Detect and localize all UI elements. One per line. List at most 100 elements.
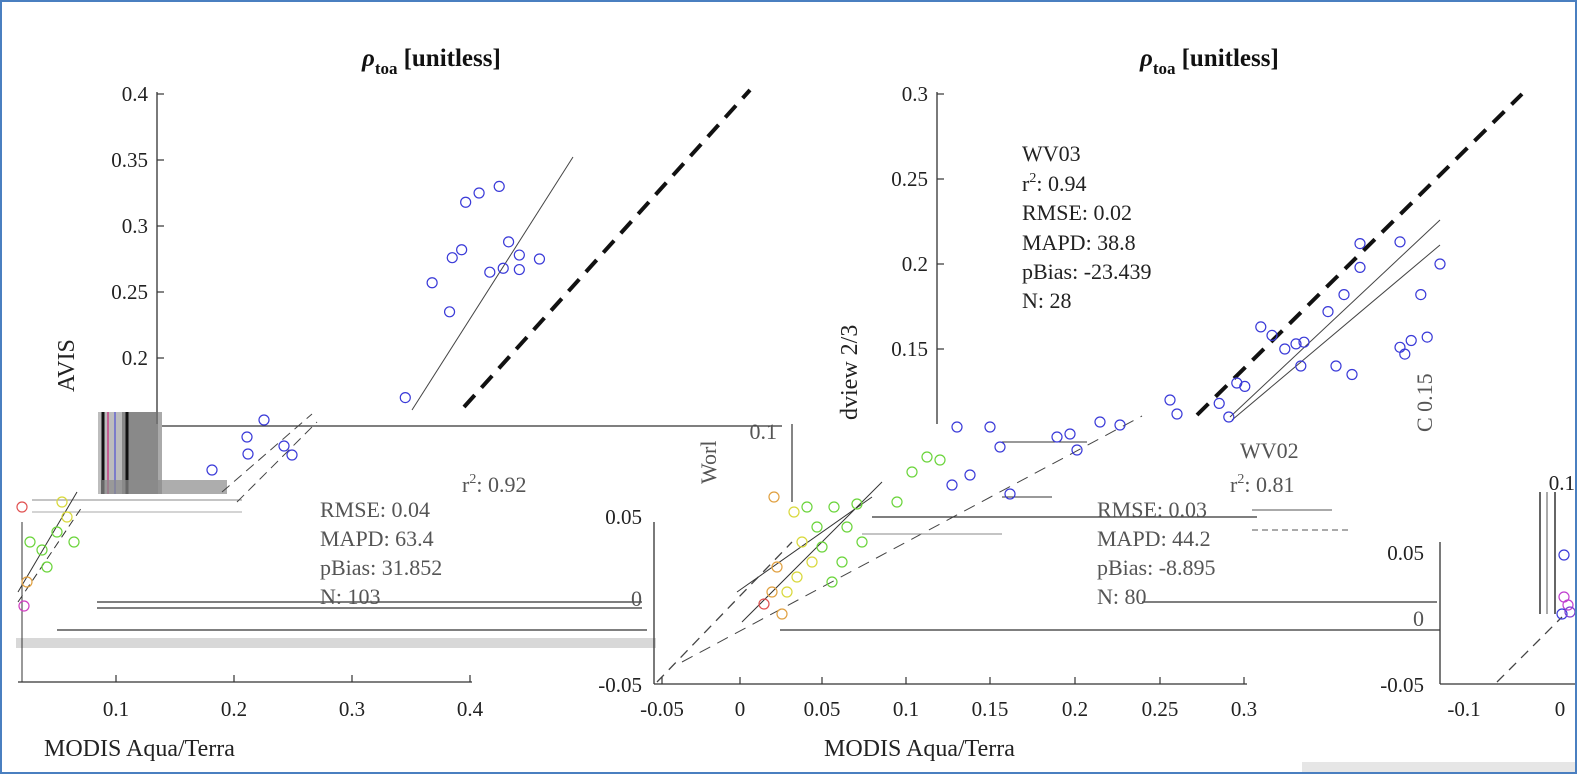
panel-left-point: [513, 263, 525, 276]
svg-text:pBias: -8.895: pBias: -8.895: [1097, 555, 1216, 580]
svg-text:r2: 0.81: r2: 0.81: [1230, 472, 1294, 497]
panel-left-stats: r2: 0.92 RMSE: 0.04 MAPD: 63.4 pBias: 31…: [320, 472, 526, 609]
panel-middle-lower-point: [776, 608, 788, 620]
panel-middle-lower-point: [1051, 431, 1063, 443]
panel-middle-y-tick-label: 0.3: [902, 82, 928, 106]
panel-right-y-tick-label: -0.05: [1380, 673, 1424, 697]
panel-middle: ρtoa [unitless] 0.30.250.20.15 dview 2/3 …: [598, 45, 1524, 762]
panel-middle-x-tick-label: 0: [735, 697, 746, 721]
panel-middle-lower-point: [934, 454, 946, 466]
svg-text:pBias: -23.439: pBias: -23.439: [1022, 259, 1152, 284]
panel-left-x-ticks: 0.1 0.2 0.3 0.4: [103, 675, 484, 721]
panel-middle-point: [1354, 238, 1366, 250]
panel-middle-lower-point: [788, 506, 800, 518]
panel-middle-title: ρtoa [unitless]: [1139, 45, 1279, 78]
panel-left-fit-line: [411, 156, 574, 411]
panel-left-y-tick-label: 0.25: [111, 280, 148, 304]
panel-middle-lower-point: [796, 536, 808, 548]
panel-left-title: ρtoa [unitless]: [361, 45, 501, 78]
svg-text:WV03: WV03: [1022, 141, 1081, 166]
panel-left-lower-point: [258, 414, 270, 426]
panel-middle-point: [1415, 289, 1427, 301]
panel-left-point: [399, 392, 411, 404]
panel-left-points: [399, 180, 546, 404]
panel-left-lower-point: [206, 464, 218, 476]
panel-middle-lower-point: [768, 491, 780, 503]
panel-middle-point: [1394, 341, 1406, 353]
panel-middle-point: [1295, 360, 1307, 372]
panel-left-point: [443, 306, 456, 318]
panel-left-one-to-one-line: [462, 88, 752, 409]
panel-middle-stats-wv03: WV03 r2: 0.94 RMSE: 0.02 MAPD: 38.8 pBia…: [1022, 141, 1152, 313]
panel-left-point: [473, 187, 485, 199]
panel-left-lower-point: [21, 576, 33, 588]
panel-left-y-ticks: 0.4 0.35 0.3 0.25 0.2: [111, 82, 164, 370]
panel-middle-point: [1255, 321, 1267, 333]
panel-middle-fit-line-2: [1231, 244, 1441, 421]
panel-left-point: [484, 266, 496, 278]
panel-left-lower-point: [41, 561, 53, 573]
panel-left-point: [426, 277, 438, 289]
panel-left-lower-point: [24, 536, 36, 548]
panel-middle-x-tick-label: -0.05: [640, 697, 684, 721]
panel-middle-lower-point: [851, 498, 863, 510]
panel-middle-point: [1213, 397, 1225, 409]
panel-middle-lower-point: [826, 576, 838, 588]
panel-left-lower-point: [68, 536, 80, 548]
panel-left-lower-point: [61, 511, 73, 523]
panel-middle-lower-y-tick-label: -0.05: [598, 673, 642, 697]
panel-right-y-ticks: 0.1 0.05 0 -0.05: [1380, 471, 1575, 697]
panel-middle-x-tick-label: 0.2: [1062, 697, 1088, 721]
panel-middle-points: [1213, 236, 1446, 423]
panel-right: C 0.15 0.1 0.05 0 -0.05 -0.1 0: [1302, 373, 1575, 772]
panel-middle-point: [1394, 236, 1406, 248]
panel-left-y-tick-label: 0.35: [111, 148, 148, 172]
panel-middle-point: [1399, 348, 1411, 360]
panel-left-x-tick-label: 0.3: [339, 697, 365, 721]
panel-middle-x-tick-label: 0.05: [804, 697, 841, 721]
panel-middle-y-ticks: 0.3 0.25 0.2 0.15: [891, 82, 944, 361]
panel-middle-lower-point: [766, 586, 778, 598]
panel-middle-x-tick-label: 0.1: [893, 697, 919, 721]
panel-right-point: [1556, 608, 1568, 620]
panel-middle-lower-y-tick-label: 0: [631, 586, 642, 611]
panel-middle-point: [1298, 336, 1310, 348]
panel-left-point: [503, 236, 515, 248]
svg-text:r2: 0.92: r2: 0.92: [462, 472, 526, 497]
panel-middle-lower-point: [994, 441, 1006, 453]
panel-right-point: [1562, 599, 1574, 611]
panel-middle-stats-wv02: WV02 r2: 0.81 RMSE: 0.03 MAPD: 44.2 pBia…: [1097, 438, 1299, 609]
panel-left-lower-point: [278, 440, 290, 452]
panel-left: ρtoa [unitless] 0.4 0.35 0.3 0.25 0.2 AVIS: [16, 45, 782, 762]
svg-text:N: 80: N: 80: [1097, 584, 1147, 609]
svg-text:WV02: WV02: [1240, 438, 1299, 463]
panel-middle-x-tick-label: 0.15: [972, 697, 1009, 721]
svg-text:pBias: 31.852: pBias: 31.852: [320, 555, 442, 580]
panel-middle-lower-point: [811, 521, 823, 533]
panel-right-y-tick-label: 0.05: [1387, 541, 1424, 565]
panel-middle-point: [1346, 368, 1358, 381]
svg-text:N: 28: N: 28: [1022, 288, 1072, 313]
panel-left-point: [497, 262, 509, 274]
panel-middle-lower-point: [1071, 444, 1083, 456]
panel-middle-x-tick-label: 0.25: [1142, 697, 1179, 721]
panel-middle-glitch-region: Worl: [653, 415, 1440, 685]
panel-middle-lower-point: [1004, 488, 1016, 500]
panel-middle-x-label: MODIS Aqua/Terra: [824, 736, 1015, 762]
panel-left-lower-points: [16, 414, 298, 612]
panel-middle-lower-point: [771, 561, 783, 573]
svg-text:r2: 0.94: r2: 0.94: [1022, 171, 1086, 196]
panel-right-x-tick-label: -0.1: [1447, 697, 1480, 721]
panel-left-lower-point: [242, 448, 254, 460]
panel-right-y-tick-label: 0: [1413, 606, 1424, 631]
panel-right-point: [1558, 549, 1570, 561]
panel-left-y-tick-label: 0.3: [122, 214, 148, 238]
panel-right-points: [1556, 549, 1575, 620]
panel-middle-fit-line-1: [1229, 219, 1441, 418]
panel-left-x-tick-label: 0.4: [457, 697, 484, 721]
panel-left-lower-point: [286, 449, 298, 461]
panel-middle-y-label: dview 2/3: [837, 325, 863, 420]
panel-middle-y-tick-label: 0.15: [891, 337, 928, 361]
panel-middle-point: [1322, 306, 1334, 318]
panel-middle-lower-point: [841, 521, 853, 533]
